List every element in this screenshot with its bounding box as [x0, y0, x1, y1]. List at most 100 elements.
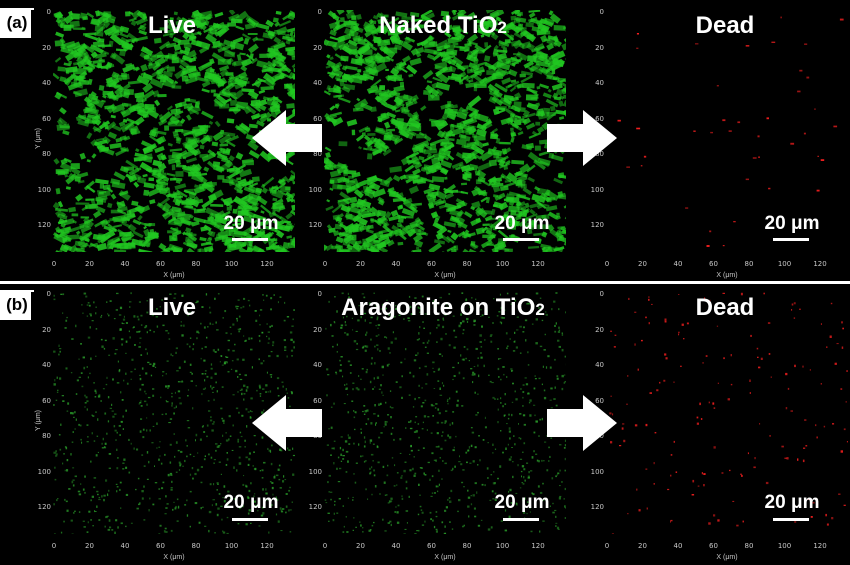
- y-tick-label: 120: [590, 503, 604, 511]
- x-tick-label: 80: [744, 260, 754, 268]
- x-tick-label: 100: [777, 260, 792, 268]
- micrograph: [53, 10, 295, 252]
- scale-label: 20 μm: [223, 492, 279, 513]
- scale-label: 20 μm: [494, 213, 550, 234]
- fluorescence-texture: [53, 10, 295, 252]
- x-tick-label: 60: [709, 260, 718, 268]
- x-tick-label: 40: [120, 542, 130, 550]
- x-tick-label: 80: [462, 542, 472, 550]
- x-axis: 0 20 40 60 80 100 120 X (μm): [604, 252, 848, 282]
- x-axis-title: X (μm): [434, 554, 456, 561]
- y-tick-label: 60: [313, 114, 322, 123]
- x-tick-label: 60: [427, 260, 436, 268]
- x-tick-label: 40: [673, 542, 683, 550]
- y-tick-label: 100: [590, 467, 604, 476]
- x-tick-label: 0: [51, 260, 57, 268]
- x-tick-label: 0: [322, 542, 328, 550]
- y-tick-label: 20: [42, 325, 51, 334]
- y-tick-label: 80: [313, 150, 322, 158]
- y-tick-label: 80: [595, 150, 604, 158]
- scale-label: 20 μm: [764, 213, 820, 234]
- scale-label: 20 μm: [223, 213, 279, 234]
- x-tick-label: 80: [744, 542, 754, 550]
- y-tick-label: 60: [313, 396, 322, 405]
- row-label-a: (a): [0, 8, 34, 38]
- fluorescence-texture: [324, 292, 566, 534]
- scale-label: 20 μm: [764, 492, 820, 513]
- y-tick-label: 40: [595, 361, 604, 369]
- panel-title: Live: [147, 12, 197, 39]
- x-tick-label: 120: [531, 260, 545, 268]
- x-tick-label: 40: [673, 260, 683, 268]
- x-tick-label: 120: [813, 260, 827, 268]
- y-tick-label: 0: [599, 290, 604, 298]
- x-tick-label: 40: [391, 542, 401, 550]
- y-tick-label: 120: [37, 503, 51, 511]
- y-tick-label: 40: [313, 361, 322, 369]
- panel-title: Aragonite on TiO2: [341, 294, 545, 321]
- x-tick-label: 20: [85, 260, 94, 268]
- x-tick-label: 60: [427, 542, 436, 550]
- arrow-right-icon: [547, 395, 617, 451]
- micrograph: [324, 292, 566, 534]
- y-tick-label: 100: [308, 185, 322, 194]
- panel-title: Dead: [695, 294, 755, 321]
- y-tick-label: 60: [595, 114, 604, 123]
- panel-title: Live: [147, 294, 197, 321]
- x-tick-label: 100: [224, 260, 239, 268]
- panel-title: Dead: [695, 12, 755, 39]
- y-tick-label: 100: [37, 467, 51, 476]
- x-axis: 0 20 40 60 80 100 120 X (μm): [604, 534, 848, 564]
- x-axis: 0 20 40 60 80 100 120 X (μm): [51, 252, 295, 282]
- x-axis: 0 20 40 60 80 100 120 X (μm): [322, 252, 566, 282]
- y-tick-label: 40: [42, 79, 51, 87]
- micrograph: [53, 292, 295, 534]
- panel-title: Naked TiO2: [379, 12, 507, 39]
- y-tick-label: 60: [595, 396, 604, 405]
- x-tick-label: 0: [51, 542, 57, 550]
- y-tick-label: 80: [42, 150, 51, 158]
- y-tick-label: 100: [308, 467, 322, 476]
- micrograph: [606, 10, 848, 252]
- y-tick-label: 80: [42, 432, 51, 440]
- fluorescence-texture: [617, 16, 844, 247]
- x-tick-label: 0: [604, 542, 610, 550]
- x-tick-label: 80: [191, 542, 201, 550]
- x-axis-title: X (μm): [163, 554, 185, 561]
- x-axis: 0 20 40 60 80 100 120 X (μm): [51, 534, 295, 564]
- panel-a-live: 0 20 40 60 80 100 120 Y (μm) 0 20 40 60 80 100 120 X (…: [31, 8, 313, 282]
- micrograph: [324, 10, 566, 252]
- x-axis-title: X (μm): [716, 554, 738, 561]
- x-tick-label: 60: [709, 542, 718, 550]
- y-tick-label: 120: [590, 221, 604, 229]
- row-label-b: (b): [0, 290, 34, 320]
- row-divider: [0, 281, 850, 284]
- fluorescence-texture: [324, 10, 566, 252]
- x-tick-label: 120: [813, 542, 827, 550]
- y-tick-label: 120: [308, 503, 322, 511]
- y-tick-label: 0: [317, 290, 322, 298]
- y-tick-label: 0: [46, 290, 51, 298]
- x-tick-label: 20: [356, 260, 365, 268]
- x-tick-label: 60: [156, 542, 165, 550]
- x-tick-label: 100: [495, 260, 510, 268]
- x-tick-label: 0: [322, 260, 328, 268]
- x-tick-label: 0: [604, 260, 610, 268]
- y-tick-label: 40: [595, 79, 604, 87]
- x-tick-label: 100: [777, 542, 792, 550]
- fluorescence-texture: [609, 292, 848, 534]
- x-tick-label: 80: [462, 260, 472, 268]
- y-tick-label: 60: [42, 396, 51, 405]
- y-tick-label: 20: [595, 325, 604, 334]
- scale-bar: [503, 238, 539, 241]
- x-tick-label: 20: [356, 542, 365, 550]
- y-tick-label: 20: [595, 43, 604, 52]
- y-tick-label: 100: [37, 185, 51, 194]
- x-axis-title: X (μm): [163, 272, 185, 279]
- y-axis-title: Y (μm): [35, 127, 43, 150]
